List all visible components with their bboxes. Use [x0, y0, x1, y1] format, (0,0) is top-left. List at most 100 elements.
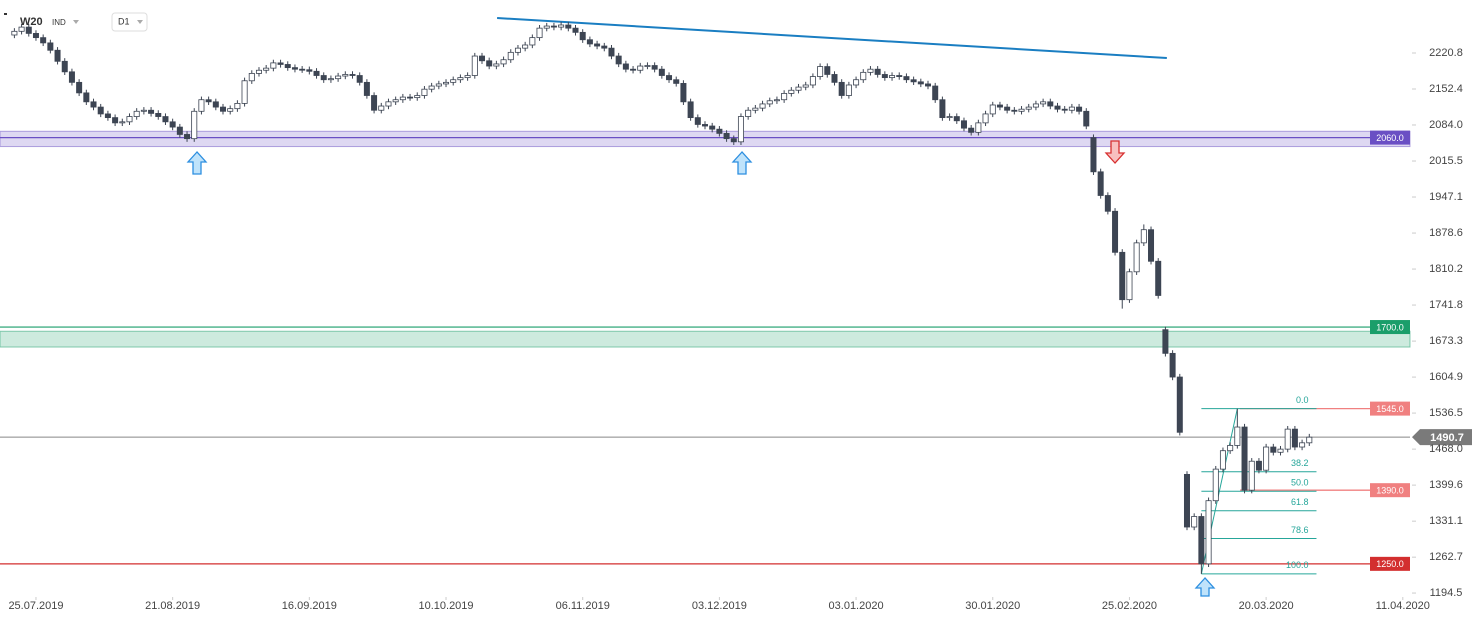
candle-body — [558, 24, 565, 28]
candle-body — [694, 117, 701, 125]
x-tick-label: 06.11.2019 — [556, 600, 610, 612]
last-price-label: 1490.7 — [1430, 432, 1464, 444]
candle-body — [270, 62, 277, 69]
candle-body — [335, 75, 342, 80]
candle-body — [1004, 106, 1011, 111]
candle-body — [975, 122, 982, 133]
symbol: W20 — [20, 16, 43, 28]
candle-body — [1227, 445, 1234, 452]
x-tick-label: 03.01.2020 — [829, 600, 884, 612]
candle-body — [550, 25, 557, 28]
candle-body — [248, 73, 255, 82]
candle-body — [277, 62, 284, 65]
candle-body — [982, 113, 989, 124]
y-tick-label: 1468.0 — [1429, 443, 1463, 455]
candle-body — [1148, 229, 1155, 262]
x-tick-label: 30.01.2020 — [965, 600, 1020, 612]
candle-body — [342, 74, 349, 77]
candle-body — [1255, 460, 1262, 471]
candle-body — [989, 104, 996, 115]
y-tick-label: 1262.7 — [1429, 551, 1463, 563]
candle-body — [478, 55, 485, 62]
candle-body — [1076, 106, 1083, 112]
candle-body — [824, 66, 831, 75]
candle-body — [1198, 516, 1205, 565]
zone-label: 1700.0 — [1376, 322, 1404, 332]
candle-body — [112, 117, 119, 124]
y-tick-label: 1194.5 — [1430, 587, 1463, 599]
plot-area: 2060.0 1700.0 1545.0 1390.0 1250.0 1490.7 0.0 3… — [0, 16, 1472, 612]
candle-body — [1097, 171, 1104, 196]
candle-body — [299, 68, 306, 71]
candle-body — [1277, 448, 1284, 453]
zone-label: 2060.0 — [1376, 133, 1404, 143]
candle-body — [1025, 106, 1032, 110]
candle-body — [212, 101, 219, 108]
candle-body — [126, 116, 133, 123]
candle-body — [1248, 460, 1255, 491]
candle-body — [327, 78, 334, 81]
candle-body — [781, 93, 788, 101]
marker — [4, 13, 7, 15]
candle-body — [601, 45, 608, 49]
zone — [0, 130, 1411, 148]
candle-body — [1191, 516, 1198, 528]
x-tick-label: 21.08.2019 — [145, 600, 200, 612]
candle-body — [83, 92, 90, 103]
signal-arrows — [186, 140, 1216, 597]
fib-label: 100.0 — [1286, 560, 1309, 570]
candle-body — [32, 33, 39, 39]
candle-body — [874, 68, 881, 75]
candle-body — [1169, 352, 1176, 378]
candle-body — [421, 88, 428, 96]
candle-body — [399, 96, 406, 101]
candle-body — [522, 44, 529, 49]
candle-body — [996, 104, 1003, 108]
candle-body — [910, 79, 917, 83]
up-arrow — [731, 151, 753, 175]
candle-body — [608, 47, 615, 57]
candle-body — [925, 83, 932, 87]
dropdown-icon[interactable] — [73, 20, 79, 24]
candle-body — [220, 106, 227, 112]
candle-body — [1270, 446, 1277, 453]
x-tick-label: 25.02.2020 — [1102, 600, 1157, 612]
candle-body — [565, 24, 572, 29]
candle-body — [191, 110, 198, 140]
candle-body — [802, 84, 809, 88]
market: IND — [52, 18, 66, 27]
candle-body — [1133, 242, 1140, 273]
y-tick-label: 1741.8 — [1429, 299, 1463, 311]
candle-body — [1241, 426, 1248, 491]
candle-body — [306, 69, 313, 72]
candle-body — [1162, 329, 1169, 354]
candle-body — [371, 95, 378, 111]
candle-body — [529, 37, 536, 46]
zone — [0, 330, 1411, 348]
y-tick-label: 1673.3 — [1429, 335, 1463, 347]
candle-body — [572, 27, 579, 33]
candle-body — [1219, 450, 1226, 470]
candle-body — [1047, 101, 1054, 107]
candle-body — [730, 138, 737, 143]
candle-body — [946, 116, 953, 119]
candle-body — [363, 81, 370, 96]
candle-body — [666, 75, 673, 81]
candle-body — [543, 25, 550, 29]
fib-label: 0.0 — [1296, 395, 1309, 405]
y-tick-label: 2152.4 — [1429, 83, 1463, 95]
candle-body — [471, 55, 478, 76]
candle-body — [644, 65, 651, 67]
candle-body — [716, 128, 723, 134]
candle-body — [1054, 105, 1061, 110]
candle-body — [1291, 428, 1298, 448]
candle-body — [234, 103, 241, 110]
candle-body — [443, 81, 450, 85]
interval-select[interactable] — [111, 12, 148, 32]
y-tick-label: 1878.6 — [1429, 227, 1463, 239]
candle-body — [1155, 260, 1162, 296]
candle-body — [709, 125, 716, 130]
candle-body — [263, 67, 270, 71]
candle-body — [97, 106, 104, 115]
candle-body — [1112, 210, 1119, 253]
